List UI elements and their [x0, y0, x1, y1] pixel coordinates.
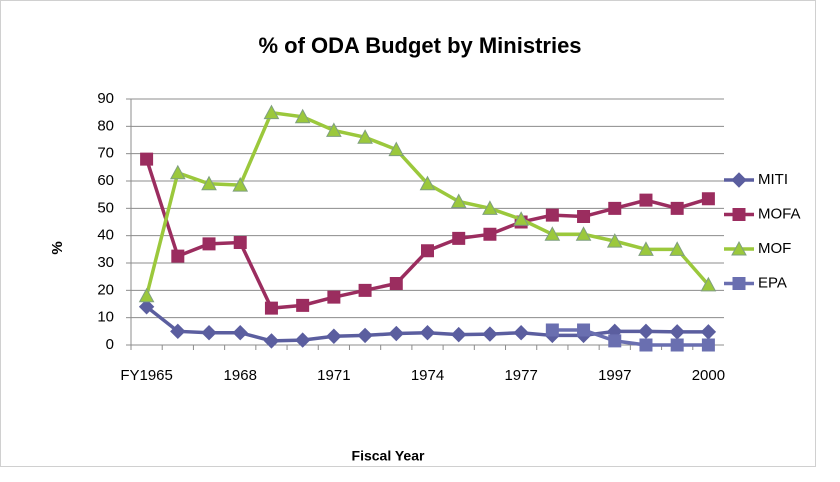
point: [670, 201, 684, 215]
point: [575, 226, 592, 241]
chart-border: [0, 0, 816, 467]
point: [388, 141, 405, 157]
y-tick-label: 20: [97, 281, 114, 298]
x-tick-label: 1974: [411, 367, 444, 384]
point: [638, 323, 654, 340]
chart-title: % of ODA Budget by Ministries: [258, 33, 581, 58]
legend-marker: [732, 208, 746, 221]
point: [545, 323, 559, 337]
point: [639, 338, 653, 352]
point: [639, 193, 653, 207]
x-tick-label: 1997: [598, 367, 631, 384]
x-tick-label: FY1965: [120, 367, 173, 384]
legend-label: MITI: [758, 171, 788, 188]
point: [577, 210, 591, 224]
point: [421, 244, 434, 258]
point: [138, 287, 155, 303]
point: [577, 323, 591, 337]
point: [419, 324, 436, 341]
y-tick-label: 80: [97, 117, 114, 134]
point: [358, 283, 372, 297]
point: [483, 227, 497, 241]
point: [327, 290, 341, 304]
point: [606, 233, 623, 248]
point: [513, 324, 529, 341]
point: [326, 328, 342, 344]
point: [700, 276, 717, 292]
point: [263, 104, 280, 120]
y-tick-label: 50: [97, 199, 114, 216]
legend-marker: [732, 277, 746, 290]
y-tick-label: 70: [97, 145, 114, 162]
point: [263, 333, 280, 349]
x-tick-label: 1968: [224, 367, 257, 384]
point: [140, 152, 154, 166]
point: [545, 208, 559, 222]
point: [202, 237, 216, 251]
y-tick-label: 60: [97, 172, 114, 189]
legend-label: MOF: [758, 240, 791, 257]
point: [670, 338, 684, 352]
x-tick-label: 1977: [504, 367, 537, 384]
point: [388, 325, 404, 342]
point: [357, 129, 373, 144]
point: [169, 164, 186, 180]
point: [451, 326, 467, 343]
point: [452, 231, 466, 245]
point: [701, 192, 715, 206]
point: [669, 241, 686, 256]
x-tick-label: 1971: [317, 367, 350, 384]
y-tick-label: 0: [106, 336, 114, 353]
point: [482, 200, 498, 215]
point: [419, 175, 436, 191]
point: [482, 326, 498, 342]
y-tick-label: 10: [97, 309, 114, 326]
y-tick-label: 90: [97, 90, 114, 107]
y-tick-label: 30: [97, 254, 114, 271]
point: [638, 241, 654, 256]
point: [701, 338, 715, 352]
point: [326, 122, 342, 137]
point: [608, 334, 622, 348]
point: [296, 298, 310, 312]
x-axis-label: Fiscal Year: [352, 448, 425, 464]
legend-label: MOFA: [758, 205, 801, 222]
point: [294, 108, 311, 124]
point: [294, 332, 311, 348]
point: [170, 323, 186, 340]
point: [264, 301, 278, 315]
x-tick-label: 2000: [692, 367, 725, 384]
point: [357, 327, 373, 344]
point: [232, 177, 249, 192]
y-axis-label: %: [49, 241, 66, 254]
legend-label: EPA: [758, 274, 787, 291]
point: [138, 299, 155, 315]
point: [201, 324, 217, 341]
y-tick-label: 40: [97, 227, 114, 244]
point: [450, 193, 467, 208]
point: [233, 236, 247, 249]
point: [513, 211, 529, 226]
legend-marker: [731, 240, 747, 256]
point: [232, 324, 248, 341]
point: [389, 277, 403, 290]
legend-marker: [731, 172, 747, 188]
point: [201, 175, 217, 191]
point: [544, 226, 561, 241]
point: [171, 249, 185, 263]
point: [608, 201, 622, 215]
